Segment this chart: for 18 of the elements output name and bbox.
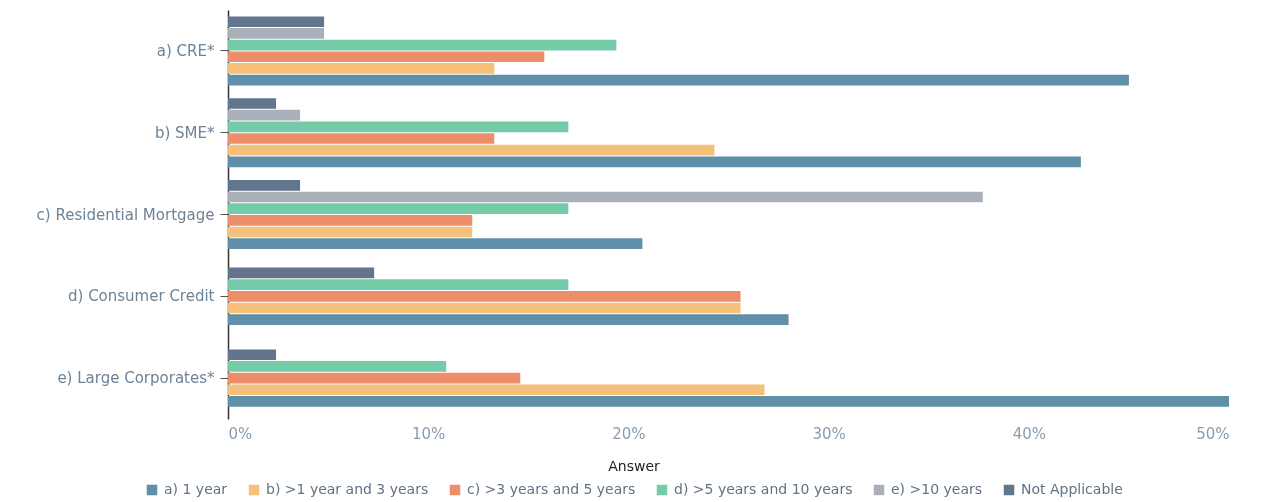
legend-label: c) >3 years and 5 years	[467, 481, 636, 497]
y-tick-label: b) SME*	[154, 123, 215, 142]
x-tick-label: 10%	[412, 424, 446, 443]
x-tick-label: 50%	[1196, 424, 1230, 443]
legend-label: Not Applicable	[1021, 481, 1123, 497]
legend-label: a) 1 year	[164, 481, 228, 497]
y-tick-label: c) Residential Mortgage	[36, 205, 215, 224]
legend-label: e) >10 years	[891, 481, 983, 497]
legend-label: b) >1 year and 3 years	[266, 481, 429, 497]
legend-label: d) >5 years and 10 years	[674, 481, 853, 497]
y-tick-label: a) CRE*	[156, 41, 215, 60]
x-tick-label: 40%	[1012, 424, 1046, 443]
legend-title: Answer	[608, 458, 661, 474]
y-tick-label: d) Consumer Credit	[67, 287, 215, 306]
y-tick-label: e) Large Corporates*	[57, 369, 215, 388]
x-tick-label: 30%	[812, 424, 846, 443]
x-tick-label: 20%	[612, 424, 646, 443]
x-tick-label: 0%	[228, 424, 253, 443]
